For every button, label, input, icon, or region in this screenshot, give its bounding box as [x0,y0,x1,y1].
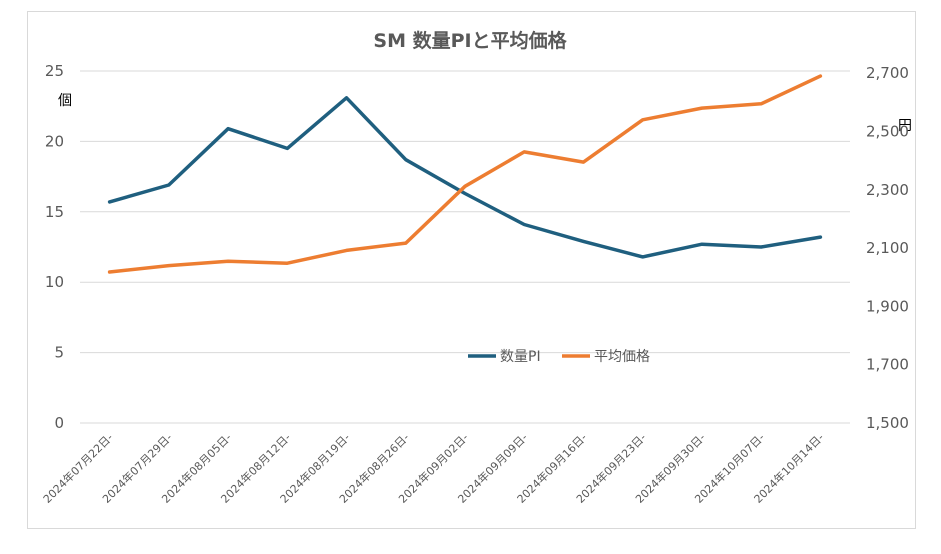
left-tick-label: 5 [54,344,64,362]
series-line [107,96,823,259]
x-axis-ticks: 2024年07月22日-2024年07月29日-2024年08月05日-2024… [40,430,826,506]
right-tick-label: 1,900 [866,297,909,315]
left-tick-label: 15 [45,203,64,221]
series-line [107,74,823,274]
chart-title: SM 数量PIと平均価格 [373,29,567,52]
legend-label: 平均価格 [594,349,650,365]
right-tick-label: 1,700 [866,356,909,374]
legend-label: 数量PI [500,349,541,365]
right-tick-label: 2,500 [866,122,909,140]
legend: 数量PI 平均価格 [468,349,650,365]
right-axis-unit: 円 [898,118,912,134]
chart-frame [27,11,916,529]
right-tick-label: 1,500 [866,414,909,432]
right-tick-label: 2,300 [866,181,909,199]
right-tick-label: 2,100 [866,239,909,257]
left-tick-label: 0 [54,414,64,432]
left-axis-unit: 個 [58,93,72,109]
left-axis-ticks: 0 5 10 15 20 25 [45,62,64,432]
left-tick-label: 10 [45,273,64,291]
left-tick-label: 20 [45,132,64,150]
right-tick-label: 2,700 [866,64,909,82]
right-axis-ticks: 1,500 1,700 1,900 2,100 2,300 2,500 2,700 [866,64,909,432]
series-lines [107,74,823,274]
gridlines [80,70,850,424]
left-tick-label: 25 [45,62,64,80]
